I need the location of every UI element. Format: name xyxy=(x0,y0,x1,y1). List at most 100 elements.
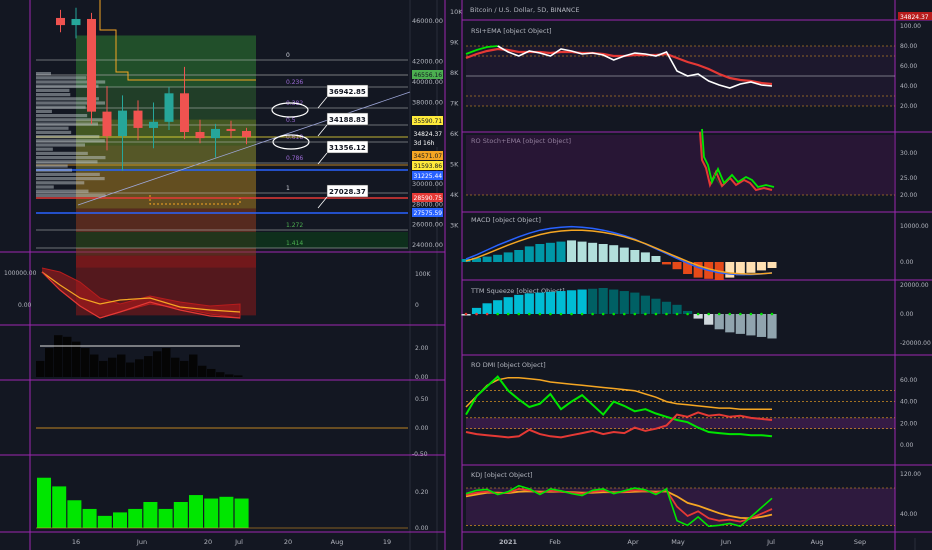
squeeze-dot xyxy=(506,312,510,316)
histogram-bar xyxy=(219,496,234,528)
squeeze-histogram-bar xyxy=(640,295,650,314)
price-tick-label: 38000.00 xyxy=(412,98,443,106)
rsi-tick-label: 100.00 xyxy=(900,23,921,30)
x-axis-label: Aug xyxy=(331,538,344,546)
dmi-band xyxy=(466,417,895,429)
rsi-line xyxy=(497,45,773,89)
candle-body xyxy=(118,110,127,137)
lower-tick-label: 0.20 xyxy=(415,489,429,496)
squeeze-histogram-bar xyxy=(619,291,629,314)
lower-tick-label: 0.00 xyxy=(18,302,32,309)
squeeze-dot xyxy=(559,312,563,316)
squeeze-dot xyxy=(549,312,552,316)
price-callout-box xyxy=(326,112,369,126)
squeeze-histogram-bar xyxy=(598,288,608,314)
price-tag xyxy=(412,161,443,170)
macd-histogram-bar xyxy=(609,245,619,262)
indicator-title: RO Stoch+EMA [object Object] xyxy=(471,137,571,145)
dmi-minus-line xyxy=(465,411,773,439)
squeeze-histogram-bar xyxy=(535,292,545,314)
lower-tick-label: 0 xyxy=(415,302,419,309)
dmi-tick-label: 60.00 xyxy=(900,377,917,384)
volume-bar xyxy=(72,341,81,377)
candle-body xyxy=(56,17,65,26)
candle-body xyxy=(71,18,81,26)
volume-bar xyxy=(162,348,171,377)
squeeze-histogram-bar xyxy=(746,314,756,336)
histogram-bar xyxy=(158,508,173,528)
macd-tick-label: 0.00 xyxy=(900,259,914,266)
volume-profile-bar xyxy=(36,114,88,118)
rsi-ema-line xyxy=(465,47,773,86)
rsi-tick-label: 60.00 xyxy=(900,63,917,70)
volume-profile-bar xyxy=(36,76,87,80)
volume-profile-bar xyxy=(36,126,69,130)
volume-tick-label: 7K xyxy=(450,100,459,108)
squeeze-dot xyxy=(770,312,774,316)
price-tag-text: 34571.07 xyxy=(414,153,443,160)
volume-profile-bar xyxy=(36,177,105,181)
volume-bar xyxy=(153,351,162,377)
volume-tick-label: 8K xyxy=(450,69,459,77)
volume-bar xyxy=(126,362,135,377)
squeeze-dot xyxy=(517,312,521,316)
volume-profile-bar xyxy=(36,105,86,109)
ribbon-orange-line xyxy=(41,271,241,313)
squeeze-histogram-bar xyxy=(556,291,566,314)
squeeze-histogram-bar xyxy=(682,310,693,314)
volume-bar xyxy=(171,357,180,377)
price-tag xyxy=(412,129,443,138)
price-tag-text: 27575.59 xyxy=(414,210,443,217)
volume-tick-label: 4K xyxy=(450,191,459,199)
fib-zone xyxy=(76,232,408,248)
macd-histogram-bar xyxy=(503,252,513,262)
volume-profile-bar xyxy=(36,72,51,76)
squeeze-histogram-bar xyxy=(735,314,745,334)
macd-histogram-bar xyxy=(683,262,693,274)
histogram-bar xyxy=(37,477,51,528)
price-callout-box xyxy=(326,140,369,154)
lower-tick-label: 0.00 xyxy=(415,525,429,532)
candle-body xyxy=(164,93,174,122)
macd-histogram-bar xyxy=(577,241,587,262)
macd-histogram-bar xyxy=(651,256,661,262)
macd-histogram-bar xyxy=(493,254,503,262)
rsi-green-line xyxy=(465,45,498,55)
volume-bar xyxy=(54,335,63,377)
squeeze-dot xyxy=(591,312,594,316)
lower-tick-label: 0.50 xyxy=(415,396,429,403)
price-tag xyxy=(412,208,443,217)
squeeze-histogram-bar xyxy=(661,301,672,314)
squeeze-histogram-bar xyxy=(566,290,577,314)
volume-profile-bar xyxy=(36,156,106,160)
squeeze-histogram-bar xyxy=(482,303,492,314)
price-tag-text: 31225.44 xyxy=(414,173,443,180)
squeeze-dot xyxy=(496,312,499,316)
squeeze-dot xyxy=(696,312,700,316)
squeeze-tick-label: 20000.00 xyxy=(900,282,929,289)
price-tag-text: 46556.16 xyxy=(414,72,443,79)
x-axis-label: 19 xyxy=(383,538,391,546)
stoch-tick-label: 20.00 xyxy=(900,192,917,199)
squeeze-dot xyxy=(633,312,637,316)
fib-zone xyxy=(76,35,256,88)
squeeze-dot xyxy=(644,312,647,316)
fib-zone xyxy=(76,255,256,268)
squeeze-dot xyxy=(675,312,679,316)
candle-body xyxy=(226,128,236,131)
volume-bar xyxy=(117,354,126,377)
trend-line xyxy=(77,91,411,206)
fib-level-label: 1.272 xyxy=(286,222,303,229)
candle-body xyxy=(133,110,143,128)
squeeze-dot xyxy=(485,312,489,316)
histogram-bar xyxy=(52,486,67,528)
price-tag-text: 34824.37 xyxy=(414,131,443,138)
macd-histogram-bar xyxy=(640,252,650,262)
x-axis-label: Apr xyxy=(627,538,639,546)
volume-profile-bar xyxy=(36,160,98,164)
price-callout-text: 31356.12 xyxy=(329,144,366,152)
squeeze-dot xyxy=(622,312,626,316)
x-axis-label: Aug xyxy=(811,538,824,546)
price-tag-text: 28590.75 xyxy=(414,195,443,202)
